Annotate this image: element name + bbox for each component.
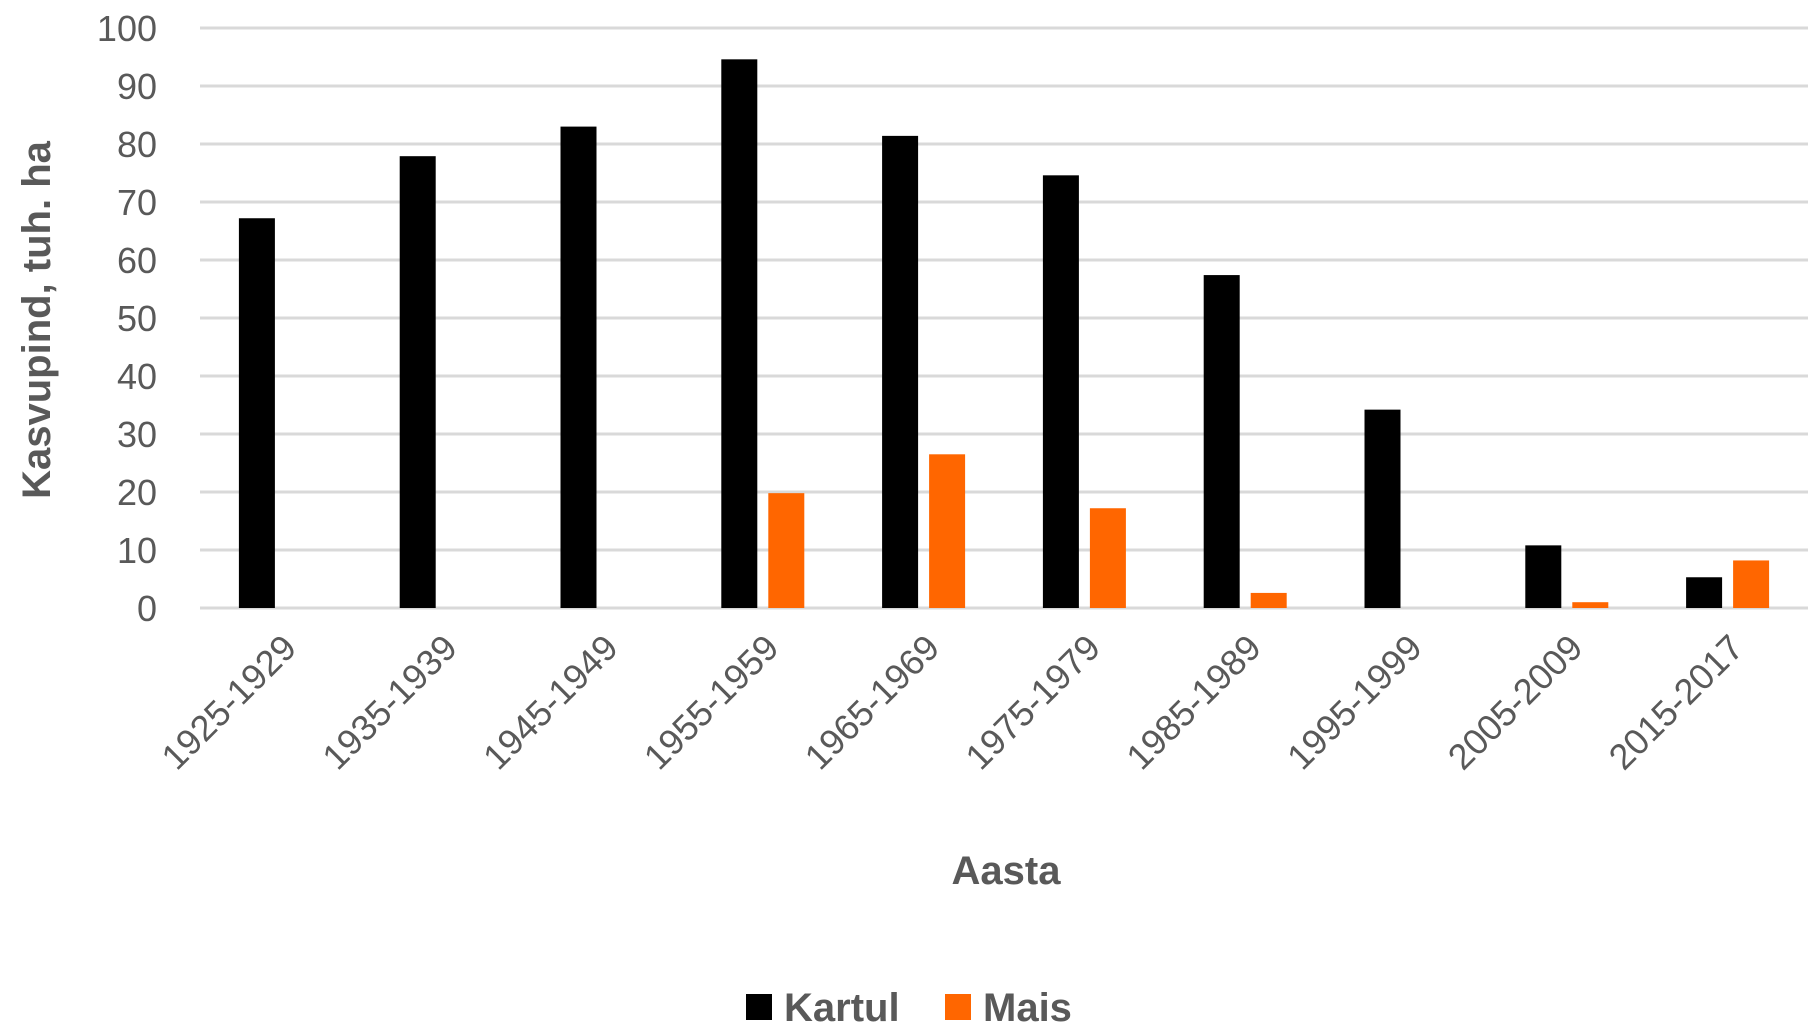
bars (238, 59, 1770, 609)
y-tick-label: 30 (117, 414, 157, 455)
y-axis-title: Kasvupind, tuh. ha (15, 140, 59, 499)
bar-kartul-1985-1989 (1203, 275, 1240, 608)
bar-mais-1965-1969 (929, 454, 966, 608)
x-tick-label: 2005-2009 (1440, 627, 1591, 778)
y-tick-label: 60 (117, 240, 157, 281)
x-tick-label: 2015-2017 (1601, 627, 1752, 778)
x-tick-label: 1975-1979 (957, 627, 1108, 778)
y-tick-label: 20 (117, 472, 157, 513)
bar-mais-1975-1979 (1089, 508, 1126, 608)
y-tick-label: 90 (117, 66, 157, 107)
y-tick-label: 80 (117, 124, 157, 165)
y-tick-label: 10 (117, 530, 157, 571)
y-tick-label: 0 (137, 588, 157, 629)
bar-mais-2015-2017 (1733, 560, 1770, 608)
x-tick-label: 1945-1949 (475, 627, 626, 778)
bar-kartul-2015-2017 (1686, 577, 1723, 608)
legend-label-kartul: Kartul (784, 986, 900, 1024)
x-axis-title: Aasta (952, 849, 1062, 893)
x-tick-label: 1965-1969 (797, 627, 948, 778)
gridlines (200, 26, 1808, 610)
x-axis-ticks: 1925-1929 1935-1939 1945-1949 1955-1959 1965… (153, 627, 1751, 778)
bar-kartul-1975-1979 (1042, 175, 1079, 608)
x-tick-label: 1925-1929 (153, 627, 304, 778)
legend-swatch-kartul (746, 994, 772, 1020)
y-axis-ticks: 0 10 20 30 40 50 60 70 80 90 100 (97, 8, 157, 629)
y-tick-label: 100 (97, 8, 157, 49)
legend-swatch-mais (945, 994, 971, 1020)
y-tick-label: 50 (117, 298, 157, 339)
bar-kartul-2005-2009 (1525, 545, 1562, 608)
y-tick-label: 40 (117, 356, 157, 397)
y-tick-label: 70 (117, 182, 157, 223)
bar-kartul-1955-1959 (721, 59, 758, 608)
bar-kartul-1945-1949 (560, 126, 597, 608)
bar-kartul-1925-1929 (238, 218, 275, 609)
bar-mais-1955-1959 (768, 493, 805, 608)
bar-mais-2005-2009 (1572, 602, 1609, 608)
legend: Kartul Mais (746, 986, 1072, 1024)
x-tick-label: 1955-1959 (636, 627, 787, 778)
bar-kartul-1935-1939 (399, 156, 436, 608)
x-tick-label: 1935-1939 (314, 627, 465, 778)
bar-kartul-1965-1969 (882, 135, 919, 608)
x-tick-label: 1985-1989 (1118, 627, 1269, 778)
bar-kartul-1995-1999 (1364, 409, 1401, 608)
bar-mais-1985-1989 (1250, 592, 1287, 608)
legend-label-mais: Mais (983, 986, 1072, 1024)
x-tick-label: 1995-1999 (1279, 627, 1430, 778)
